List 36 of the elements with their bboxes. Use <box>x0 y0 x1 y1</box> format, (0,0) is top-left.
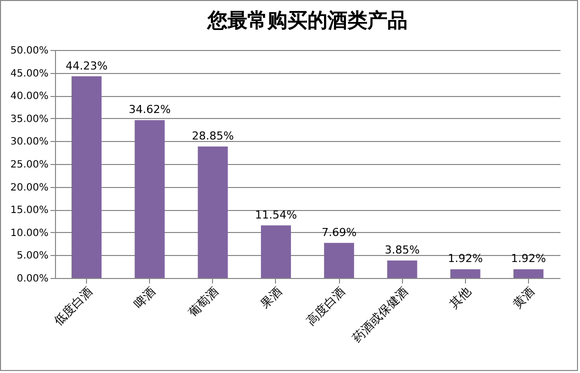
y-tick-label: 15.00% <box>10 205 48 216</box>
x-tick-label: 葡萄酒 <box>186 284 222 320</box>
y-tick-label: 35.00% <box>10 114 48 125</box>
bar <box>198 146 228 278</box>
x-tick-label: 药酒或保健酒 <box>350 284 411 345</box>
y-tick-label: 50.00% <box>10 46 48 56</box>
bar <box>513 269 544 278</box>
x-tick-label: 黄酒 <box>510 284 537 311</box>
y-tick-label: 45.00% <box>10 68 48 80</box>
bar <box>72 76 102 278</box>
chart-title: 您最常购买的酒类产品 <box>206 8 408 32</box>
x-tick-label: 果酒 <box>258 284 284 311</box>
x-tick-label: 低度白酒 <box>51 284 96 328</box>
data-label: 11.54% <box>254 208 297 222</box>
x-tick-label: 其他 <box>446 284 474 311</box>
data-label: 28.85% <box>192 129 234 142</box>
data-label: 34.62% <box>128 103 171 116</box>
data-label: 1.92% <box>510 252 546 266</box>
y-tick-label: 20.00% <box>10 182 48 194</box>
bar <box>134 120 165 278</box>
x-tick-label: 啤酒 <box>131 284 158 311</box>
y-tick-label: 30.00% <box>10 136 48 148</box>
bar <box>387 260 418 278</box>
data-label: 3.85% <box>384 243 420 256</box>
y-tick-label: 10.00% <box>10 228 48 239</box>
bar <box>450 269 480 278</box>
x-tick-label: 高度白酒 <box>304 284 348 328</box>
y-tick-label: 0.00% <box>16 274 48 284</box>
y-tick-label: 25.00% <box>10 160 48 170</box>
data-label: 1.92% <box>448 252 483 266</box>
bar <box>260 225 291 278</box>
bar <box>324 242 354 278</box>
y-tick-label: 5.00% <box>16 250 48 262</box>
data-label: 7.69% <box>322 226 357 239</box>
y-tick-label: 40.00% <box>10 91 48 102</box>
data-label: 44.23% <box>66 59 108 72</box>
